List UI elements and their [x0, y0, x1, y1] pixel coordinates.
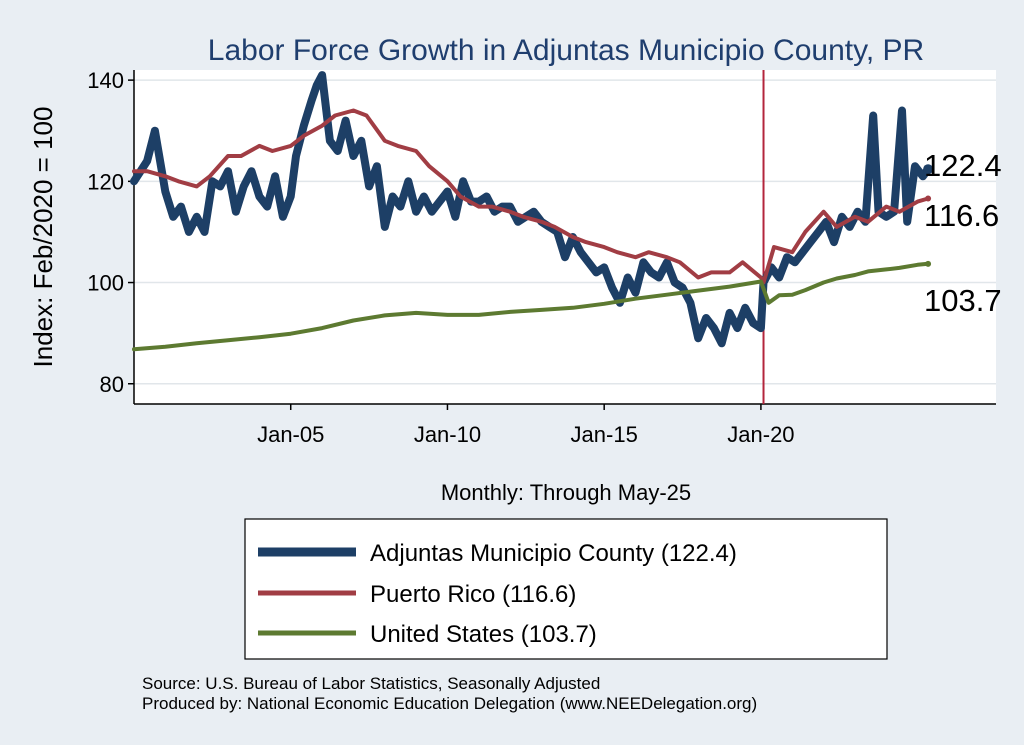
y-tick-label: 100	[87, 271, 124, 296]
end-label-united-states: 103.7	[924, 283, 1002, 318]
tick-layer: 80 100 120 140 Jan-05 Jan-10 Jan-15 Jan-20	[87, 68, 794, 447]
source-note: Source: U.S. Bureau of Labor Statistics,…	[142, 674, 600, 693]
end-label-adjuntas: 122.4	[924, 148, 1002, 183]
series-line-adjuntas	[130, 71, 933, 348]
series-end-point-united-states	[925, 260, 932, 267]
x-tick-label: Jan-15	[571, 422, 638, 447]
produced-note: Produced by: National Economic Education…	[142, 694, 757, 713]
endlabel-layer: 122.4 116.6 103.7	[924, 148, 1002, 318]
x-tick-label: Jan-20	[727, 422, 794, 447]
legend-box	[244, 518, 888, 660]
y-tick-label: 140	[87, 68, 124, 93]
series-line-united-states	[132, 261, 931, 352]
x-axis-caption: Monthly: Through May-25	[441, 480, 691, 505]
plot-area	[134, 70, 996, 404]
series-end-point-adjuntas	[923, 164, 934, 175]
legend-label-adjuntas: Adjuntas Municipio County (122.4)	[370, 540, 737, 567]
series-line-puerto-rico	[132, 108, 931, 285]
y-tick-label: 80	[100, 372, 124, 397]
chart-title: Labor Force Growth in Adjuntas Municipio…	[208, 34, 924, 67]
x-tick-label: Jan-10	[414, 422, 481, 447]
x-tick-label: Jan-05	[257, 422, 324, 447]
legend-label-united-states: United States (103.7)	[370, 621, 597, 648]
y-tick-label: 120	[87, 169, 124, 194]
series-layer	[130, 71, 934, 352]
series-end-point-puerto-rico	[925, 195, 932, 202]
legend-label-puerto-rico: Puerto Rico (116.6)	[370, 581, 576, 608]
y-axis-label: Index: Feb/2020 = 100	[28, 107, 58, 368]
legend: Adjuntas Municipio County (122.4) Puerto…	[244, 518, 888, 660]
end-label-puerto-rico: 116.6	[924, 198, 999, 233]
